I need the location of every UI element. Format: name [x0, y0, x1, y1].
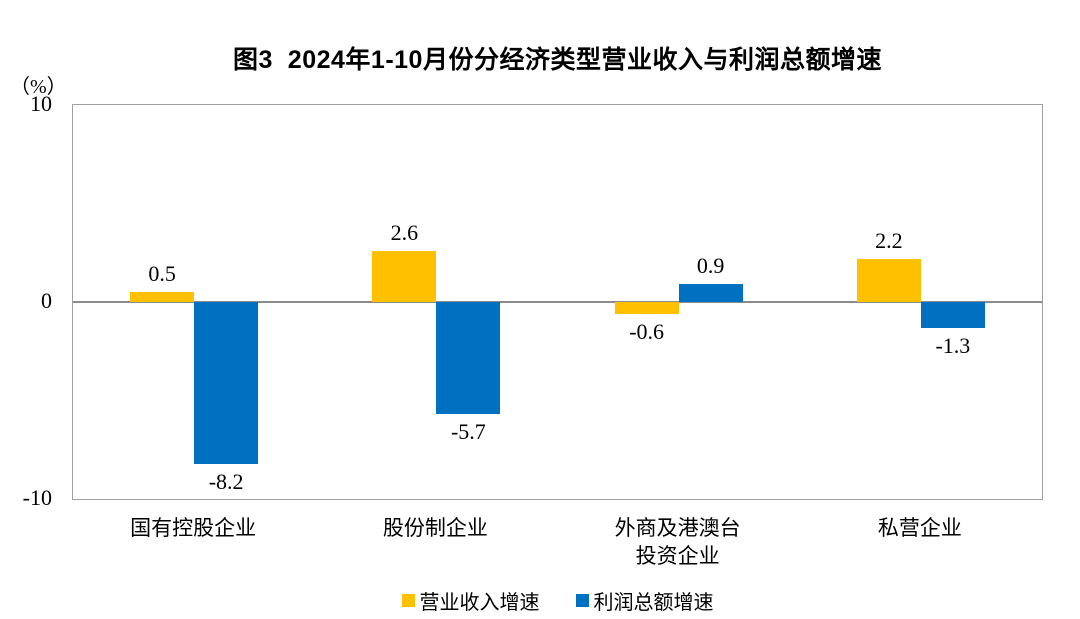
bar-value-label-series0-cat0: 0.5 — [148, 261, 176, 287]
legend-label-0: 营业收入增速 — [419, 592, 540, 614]
bar-value-label-series1-cat1: -5.7 — [450, 419, 486, 445]
y-tick-label-2: -10 — [22, 485, 52, 510]
legend-item-1: 利润总额增速 — [575, 586, 714, 615]
bar-value-label-series0-cat1: 2.6 — [390, 219, 419, 245]
legend-swatch-icon — [401, 594, 415, 607]
bar-series1-cat1 — [436, 302, 501, 415]
bar-value-label-series0-cat2: -0.6 — [629, 318, 665, 344]
bar-value-label-series1-cat2: 0.9 — [696, 253, 725, 279]
zero-axis-line — [73, 301, 1042, 303]
category-label-1: 股份制企业 — [382, 516, 488, 540]
bar-series0-cat3 — [856, 258, 921, 302]
legend: 营业收入增速 利润总额增速 — [72, 586, 1043, 615]
figure-title: 图3 2024年1-10月份分经济类型营业收入与利润总额增速 — [233, 46, 882, 74]
category-label-3: 私营企业 — [877, 516, 962, 540]
y-axis: 10 0 -10 — [0, 91, 60, 510]
y-tick-label-1: 0 — [41, 288, 52, 313]
bar-series1-cat0 — [194, 302, 259, 464]
bar-value-label-series1-cat3: -1.3 — [935, 332, 971, 358]
legend-label-1: 利润总额增速 — [593, 592, 714, 614]
bar-series0-cat2 — [614, 302, 679, 314]
category-label-2: 外商及港澳台 投资企业 — [614, 516, 741, 568]
legend-swatch-icon — [575, 594, 589, 607]
legend-item-0: 营业收入增速 — [401, 586, 540, 615]
category-label-0: 国有控股企业 — [130, 516, 257, 540]
x-axis-labels: 国有控股企业 股份制企业 外商及港澳台 投资企业 私营企业 — [72, 514, 1043, 576]
y-tick-label-0: 10 — [30, 91, 52, 116]
y-axis-unit-label: （%） — [10, 76, 67, 98]
bar-series0-cat1 — [372, 250, 437, 302]
bar-value-label-series0-cat3: 2.2 — [875, 227, 903, 253]
bar-series1-cat2 — [678, 284, 743, 302]
bar-series1-cat3 — [920, 302, 985, 328]
bar-value-label-series1-cat0: -8.2 — [208, 468, 244, 494]
bar-series0-cat0 — [130, 292, 195, 302]
plot-area: 0.5 2.6 -0.6 2.2 -8.2 -5.7 0.9 -1.3 — [72, 104, 1043, 500]
